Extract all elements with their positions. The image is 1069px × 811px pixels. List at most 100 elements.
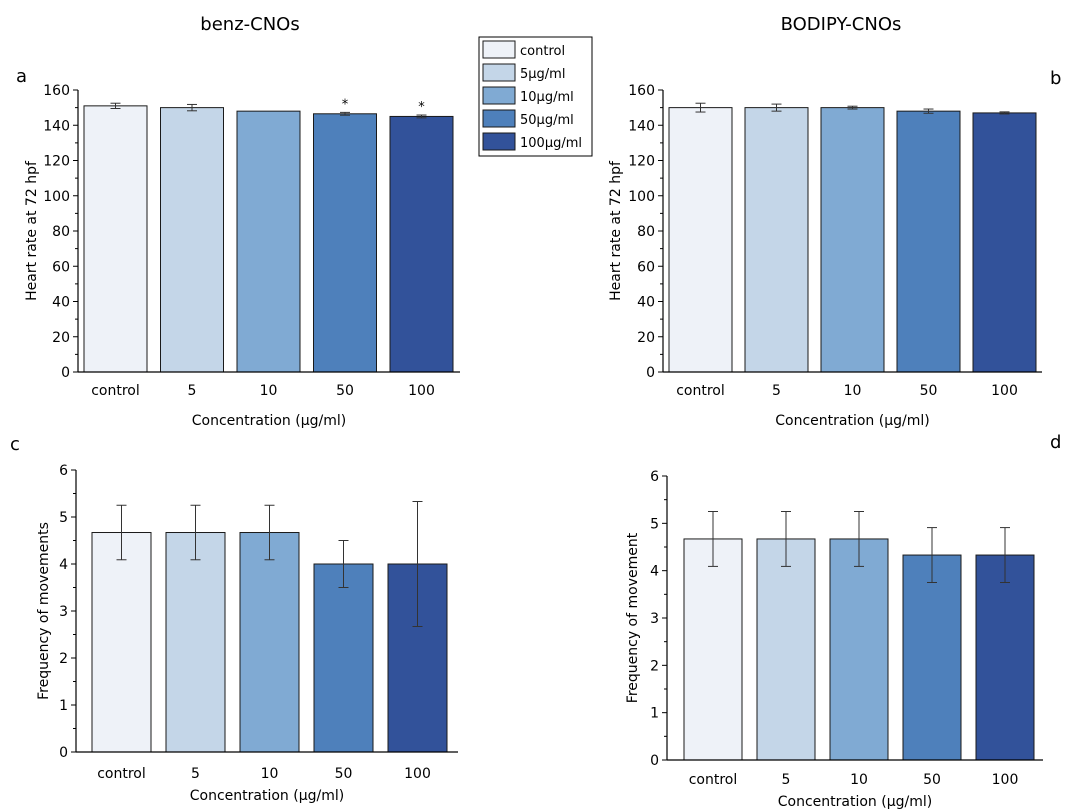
x-tick-label: 10	[844, 383, 862, 399]
legend-label: 100µg/ml	[520, 136, 582, 151]
y-tick-label: 1	[59, 698, 68, 714]
panel-letter-d: d	[1050, 432, 1061, 453]
panel-letter-a: a	[16, 66, 27, 87]
x-tick-label: 10	[260, 383, 278, 399]
y-tick-label: 20	[52, 330, 70, 346]
x-axis-title: Concentration (µg/ml)	[190, 788, 344, 804]
legend: control 5µg/ml 10µg/ml 50µg/ml 100µg/ml	[478, 36, 593, 157]
title-left: benz-CNOs	[200, 14, 299, 35]
panel-letter-c: c	[10, 434, 20, 455]
legend-swatch	[482, 132, 516, 151]
y-tick-label: 3	[650, 611, 659, 627]
chart-panel-c: control 5 10 50 100 0 1 2 3 4 5 6 Frequency of movem…	[36, 463, 458, 804]
y-axis-title: Frequency of movement	[625, 532, 641, 703]
y-tick-label: 100	[43, 189, 70, 205]
y-tick-label: 140	[43, 118, 70, 134]
y-tick-label: 6	[650, 469, 659, 485]
bar	[389, 115, 454, 373]
x-tick-label: control	[97, 766, 146, 782]
x-tick-label: 50	[920, 383, 938, 399]
x-tick-label: 100	[408, 383, 435, 399]
y-tick-label: 6	[59, 463, 68, 479]
bar	[313, 113, 377, 373]
chart-panel-b: control 5 10 50 100 0 20 40 60 80 100 120 140 160 Hear…	[608, 83, 1042, 429]
y-axis-title: Frequency of movements	[36, 522, 52, 700]
bar	[313, 563, 374, 753]
x-tick-label: 50	[923, 772, 941, 788]
bar	[83, 105, 148, 373]
legend-swatch	[482, 40, 516, 59]
y-tick-label: 2	[59, 651, 68, 667]
x-tick-label: 100	[404, 766, 431, 782]
x-tick-label: 5	[191, 766, 200, 782]
y-tick-label: 40	[52, 295, 70, 311]
y-tick-label: 80	[637, 224, 655, 240]
panel-letter-b: b	[1050, 68, 1061, 89]
y-tick-label: 3	[59, 604, 68, 620]
y-tick-label: 120	[43, 154, 70, 170]
x-tick-label: 100	[992, 772, 1019, 788]
bar	[668, 107, 733, 373]
x-tick-label: 5	[188, 383, 197, 399]
bar	[902, 554, 962, 761]
y-tick-label: 4	[59, 557, 68, 573]
y-axis-title: Heart rate at 72 hpf	[608, 160, 624, 301]
y-tick-label: 0	[650, 753, 659, 769]
y-axis-title: Heart rate at 72 hpf	[24, 160, 40, 301]
y-tick-label: 140	[628, 118, 655, 134]
legend-swatch	[482, 86, 516, 105]
bar	[683, 538, 743, 761]
bar	[896, 110, 961, 373]
y-tick-label: 5	[650, 516, 659, 532]
y-tick-label: 2	[650, 658, 659, 674]
y-tick-label: 100	[628, 189, 655, 205]
bar	[972, 112, 1037, 373]
legend-swatch	[482, 109, 516, 128]
y-tick-label: 60	[52, 259, 70, 275]
bar	[236, 110, 301, 373]
x-tick-label: 50	[335, 766, 353, 782]
y-tick-label: 0	[646, 365, 655, 381]
significance-mark: *	[342, 97, 349, 112]
x-tick-label: 10	[850, 772, 868, 788]
y-tick-label: 20	[637, 330, 655, 346]
y-tick-label: 40	[637, 295, 655, 311]
bar	[165, 532, 226, 753]
y-tick-label: 0	[61, 365, 70, 381]
bar	[744, 107, 809, 373]
bar	[160, 107, 224, 373]
y-tick-label: 5	[59, 510, 68, 526]
y-tick-label: 0	[59, 745, 68, 761]
y-tick-label: 80	[52, 224, 70, 240]
chart-panel-a: control 5 10 * 50 * 100 0 20 40 60 80 100 120 140 160 He…	[24, 83, 460, 429]
x-tick-label: 10	[261, 766, 279, 782]
x-tick-label: 100	[991, 383, 1018, 399]
x-axis-title: Concentration (µg/ml)	[778, 794, 932, 810]
y-tick-label: 160	[43, 83, 70, 99]
significance-mark: *	[418, 100, 425, 115]
title-right: BODIPY-CNOs	[781, 14, 902, 35]
bar	[756, 538, 816, 761]
y-tick-label: 60	[637, 259, 655, 275]
legend-label: 10µg/ml	[520, 90, 574, 105]
x-tick-label: 5	[782, 772, 791, 788]
bar	[239, 532, 300, 753]
x-axis-title: Concentration (µg/ml)	[775, 413, 929, 429]
chart-panel-d: control 5 10 50 100 0 1 2 3 4 5 6 Frequency of movem…	[625, 469, 1043, 810]
x-tick-label: control	[91, 383, 140, 399]
legend-swatch	[482, 63, 516, 82]
y-tick-label: 4	[650, 564, 659, 580]
legend-label: 5µg/ml	[520, 67, 565, 82]
x-tick-label: 5	[772, 383, 781, 399]
x-tick-label: 50	[336, 383, 354, 399]
legend-label: control	[520, 44, 565, 59]
bar	[975, 554, 1035, 761]
bar	[820, 107, 885, 373]
bar	[91, 532, 152, 753]
x-tick-label: control	[689, 772, 738, 788]
x-tick-label: control	[676, 383, 725, 399]
bar	[829, 538, 889, 761]
y-tick-label: 120	[628, 154, 655, 170]
y-tick-label: 1	[650, 706, 659, 722]
